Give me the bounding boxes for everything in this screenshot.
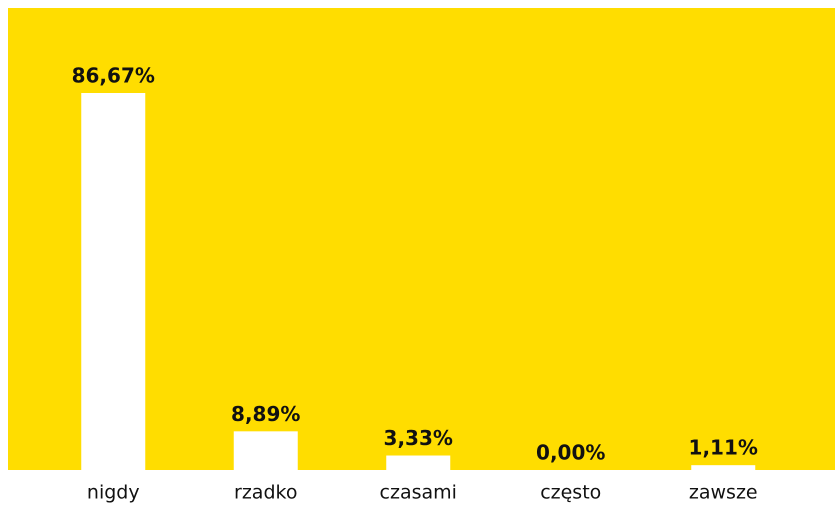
x-tick-label: nigdy bbox=[87, 482, 140, 504]
bar bbox=[691, 465, 756, 470]
value-label: 8,89% bbox=[231, 402, 300, 426]
x-tick-label: zawsze bbox=[689, 482, 758, 504]
value-label: 1,11% bbox=[689, 436, 758, 460]
bar bbox=[233, 431, 298, 470]
plot-background bbox=[8, 8, 835, 470]
x-tick-label: czasami bbox=[380, 482, 457, 504]
x-tick-label: rzadko bbox=[234, 482, 297, 504]
value-label: 3,33% bbox=[384, 426, 453, 450]
value-label: 0,00% bbox=[536, 441, 605, 465]
x-tick-label: często bbox=[540, 482, 601, 504]
bar bbox=[386, 455, 451, 470]
bar bbox=[81, 93, 146, 470]
value-label: 86,67% bbox=[72, 64, 155, 88]
